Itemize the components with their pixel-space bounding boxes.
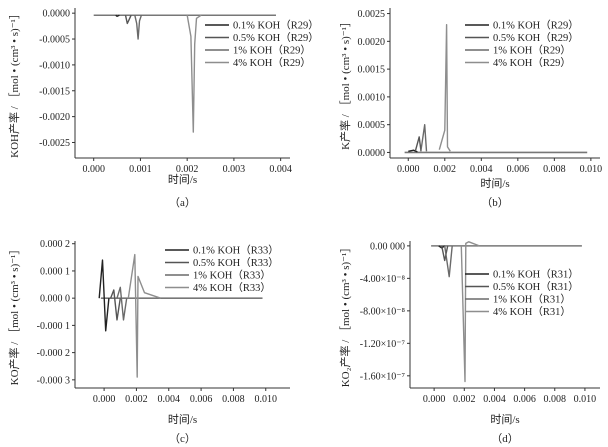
legend-label: 0.1% KOH（R33） <box>193 245 279 257</box>
x-tick-label: 0.004 <box>483 394 506 405</box>
y-axis-label: KO₂产率 / ［mol • (cm³ • s)⁻¹］ <box>338 242 352 388</box>
x-tick-label: 0.002 <box>434 164 457 175</box>
legend-label: 0.1% KOH（R31） <box>493 269 579 281</box>
x-tick-label: 0.001 <box>129 164 152 175</box>
legend-label: 1% KOH（R31） <box>493 294 571 306</box>
y-tick-label: -0.0010 <box>39 60 70 71</box>
x-tick-label: 0.006 <box>190 394 213 405</box>
y-tick-label: 0.0025 <box>358 9 386 20</box>
x-tick-label: 0.008 <box>543 164 566 175</box>
x-tick-label: 0.002 <box>125 394 148 405</box>
y-tick-label: 0.00 000 <box>370 241 405 252</box>
y-tick-label: -8.00×10⁻⁸ <box>360 306 406 317</box>
x-tick-label: 0.004 <box>470 164 493 175</box>
y-tick-label: 0.0010 <box>358 92 386 103</box>
y-tick-label: -0.0015 <box>39 86 70 97</box>
y-axis-label: KOH产率 / ［mol • (cm³ • s)⁻¹］ <box>7 8 21 158</box>
y-tick-label: -0.0020 <box>39 112 70 123</box>
x-tick-label: 0.002 <box>453 394 476 405</box>
series-line-0 <box>408 149 418 153</box>
legend-label: 4% KOH（R29） <box>493 57 571 69</box>
series-line-1 <box>414 136 422 152</box>
x-axis-label: 时间/s <box>168 173 197 186</box>
x-tick-label: 0.008 <box>544 394 567 405</box>
legend-label: 0.1% KOH（R29） <box>493 20 579 32</box>
y-axis-label: K产率 / ［mol • (cm³ • s)⁻¹］ <box>338 16 352 150</box>
x-tick-label: 0.010 <box>255 394 278 405</box>
x-axis-label: 时间/s <box>168 413 197 426</box>
legend-label: 0.1% KOH（R29） <box>233 20 319 32</box>
y-tick-label: -4.00×10⁻⁸ <box>360 274 406 285</box>
x-tick-label: 0.010 <box>574 394 597 405</box>
y-tick-label: -1.60×10⁻⁷ <box>360 371 406 382</box>
y-tick-label: -1.20×10⁻⁷ <box>360 339 406 350</box>
x-tick-label: 0.000 <box>423 394 446 405</box>
y-tick-label: 0.0015 <box>358 65 386 76</box>
y-axis-label: KO产率 / ［mol • (cm³ • s)⁻¹］ <box>7 244 21 386</box>
legend-label: 4% KOH（R31） <box>493 306 571 318</box>
x-tick-label: 0.004 <box>158 394 181 405</box>
y-tick-label: -0.000 1 <box>37 321 70 332</box>
series-line-2 <box>420 123 428 152</box>
x-axis-label: 时间/s <box>480 177 509 190</box>
x-tick-label: 0.008 <box>222 394 245 405</box>
y-tick-label: -0.0025 <box>39 138 70 149</box>
y-tick-label: 0.0000 <box>358 148 386 159</box>
series-line-0 <box>98 259 110 332</box>
x-tick-label: 0.006 <box>507 164 530 175</box>
x-tick-label: 0.000 <box>397 164 420 175</box>
y-tick-label: 0.0005 <box>358 120 386 131</box>
y-tick-label: 0.0000 <box>43 9 71 20</box>
series-line-3 <box>460 241 480 383</box>
legend-label: 4% KOH（R29） <box>233 57 311 69</box>
x-tick-label: 0.000 <box>93 394 116 405</box>
series-line-0 <box>115 14 120 17</box>
series-line-1 <box>124 14 132 25</box>
panel-caption: （d） <box>491 432 519 445</box>
y-tick-label: 0.0020 <box>358 37 386 48</box>
panel-caption: （c） <box>169 432 196 445</box>
x-tick-label: 0.006 <box>513 394 536 405</box>
y-tick-label: -0.000 3 <box>37 375 70 386</box>
series-line-3 <box>127 253 161 378</box>
series-line-1 <box>109 289 121 321</box>
x-tick-label: 0.002 <box>176 164 199 175</box>
chart-panel-a: 0.000 0.001 0.002 0.003 0.004 0.0000 -0.0005 -0… <box>7 8 319 209</box>
chart-panel-c: 0.000 0.002 0.004 0.006 0.008 0.010 0.000 2 0.0… <box>7 239 290 445</box>
series-line-1 <box>441 245 449 262</box>
x-axis-label: 时间/s <box>490 413 519 426</box>
series-line-3 <box>186 14 202 133</box>
series-line-2 <box>444 245 453 278</box>
legend-label: 1% KOH（R29） <box>233 45 311 57</box>
chart-panel-d: 0.000 0.002 0.004 0.006 0.008 0.010 0.00 000 -4… <box>338 241 600 445</box>
legend-label: 1% KOH（R29） <box>493 45 571 57</box>
y-tick-label: 0.000 0 <box>40 294 70 305</box>
x-tick-label: 0.010 <box>580 164 603 175</box>
y-tick-label: -0.0005 <box>39 35 70 46</box>
panel-caption: （b） <box>481 196 509 209</box>
y-tick-label: 0.000 1 <box>40 266 70 277</box>
legend-label: 1% KOH（R33） <box>193 270 271 282</box>
legend-label: 0.5% KOH（R33） <box>193 257 279 269</box>
legend-label: 4% KOH（R33） <box>193 282 271 294</box>
series-line-3 <box>438 24 451 152</box>
x-tick-label: 0.003 <box>223 164 246 175</box>
x-tick-label: 0.004 <box>269 164 292 175</box>
series-line-2 <box>116 286 128 321</box>
series-line-2 <box>134 14 143 40</box>
chart-panel-b: 0.000 0.002 0.004 0.006 0.008 0.010 0.0000 0.00… <box>338 8 602 209</box>
legend-label: 0.5% KOH（R31） <box>493 281 579 293</box>
legend-label: 0.5% KOH（R29） <box>233 32 319 44</box>
x-tick-label: 0.000 <box>82 164 105 175</box>
panel-caption: （a） <box>169 196 196 209</box>
y-tick-label: -0.000 2 <box>37 348 70 359</box>
legend-label: 0.5% KOH（R29） <box>493 32 579 44</box>
y-tick-label: 0.000 2 <box>40 239 70 250</box>
